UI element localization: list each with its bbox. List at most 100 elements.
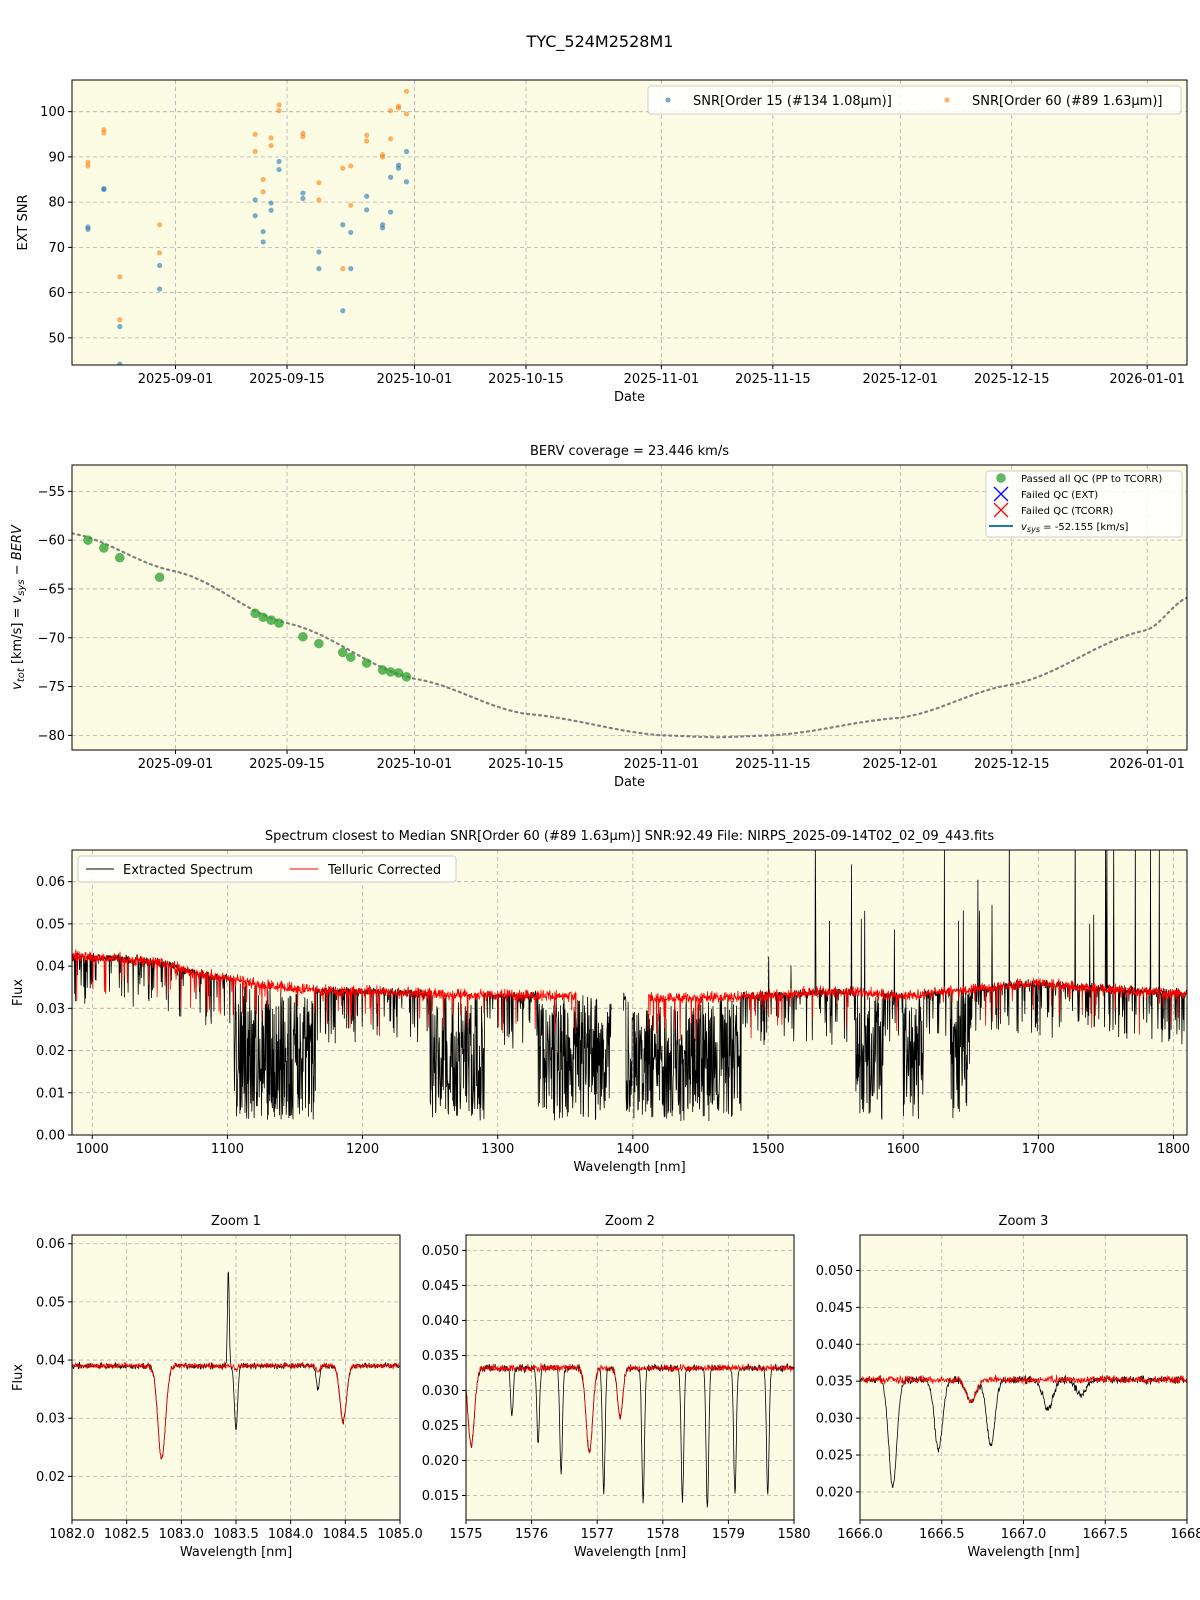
- snr-order15-point: [276, 158, 282, 165]
- snr-order60-point: [85, 163, 91, 169]
- legend-box: [647, 85, 1182, 115]
- snr-order15-point: [117, 361, 123, 365]
- legend-label-failed-tcorr: Failed QC (TCORR): [1021, 506, 1113, 517]
- snr-order15-point: [387, 209, 394, 215]
- x-tick-label: 1300: [481, 1142, 514, 1157]
- snr-order60-point: [380, 154, 386, 160]
- y-tick-label: 0.03: [36, 1002, 65, 1017]
- telluric-corrected-line: [466, 1363, 794, 1455]
- y-axis-label-part: − BERV: [10, 524, 25, 579]
- snr-order60-point: [403, 88, 410, 94]
- axes-frame: [71, 1234, 401, 1521]
- legend-label-passed: Passed all QC (PP to TCORR): [1021, 474, 1162, 485]
- snr-order15-point: [276, 166, 282, 173]
- passed-qc-point: [393, 668, 404, 678]
- snr-order60-point: [85, 159, 91, 165]
- plot-area: [466, 1235, 794, 1520]
- legend-label-extracted: Extracted Spectrum: [123, 863, 253, 878]
- y-tick-label: 70: [48, 241, 65, 256]
- passed-qc-point: [114, 552, 125, 563]
- y-tick-label: 0.01: [36, 1086, 65, 1101]
- y-tick-label: 90: [48, 150, 65, 165]
- legend-label-order15: SNR[Order 15 (#134 1.08μm)]: [693, 94, 892, 109]
- x-tick-label: 2026-01-01: [1109, 372, 1185, 387]
- y-tick-label: 0.05: [36, 917, 65, 932]
- y-axis-label: vtot [km/s] = vsys − BERV: [10, 524, 27, 690]
- x-tick-label: 1576: [515, 1527, 548, 1542]
- x-tick-label: 1578: [646, 1527, 679, 1542]
- x-tick-label: 1082.0: [49, 1527, 95, 1542]
- snr-order60-point: [117, 274, 123, 280]
- y-tick-label: 0.050: [816, 1264, 853, 1279]
- y-tick-label: 0.04: [36, 960, 65, 975]
- x-tick-label: 1577: [581, 1527, 614, 1542]
- snr-order60-point: [276, 102, 282, 108]
- figure-title: TYC_524M2528M1: [526, 32, 674, 52]
- passed-qc-point: [377, 665, 388, 675]
- snr-order60-point: [348, 202, 354, 208]
- snr-order60-point: [316, 197, 322, 203]
- y-axis-label: Flux: [11, 1364, 26, 1391]
- x-tick-label: 1667.5: [1083, 1527, 1129, 1542]
- points-group: [85, 88, 410, 365]
- telluric-corrected-line: [72, 949, 1187, 1042]
- y-tick-label: 0.025: [422, 1419, 459, 1434]
- snr-order15-point: [387, 174, 394, 180]
- snr-order60-point: [101, 130, 107, 136]
- y-tick-label: 0.02: [36, 1470, 65, 1485]
- vsys-sub: sys: [1027, 525, 1040, 534]
- passed-qc-point: [250, 608, 260, 619]
- legend-marker-failed-tcorr: [993, 502, 1009, 518]
- snr-order15-point: [348, 266, 354, 272]
- x-axis-label: Date: [614, 390, 645, 405]
- passed-qc-point: [345, 652, 356, 663]
- y-tick-label: 0.015: [422, 1489, 459, 1504]
- x-tick-label: 2025-11-15: [735, 757, 811, 772]
- x-tick-label: 1500: [751, 1142, 784, 1157]
- y-tick-label: 0.02: [36, 1044, 65, 1059]
- plot-area: [72, 80, 1187, 365]
- legend-label-telluric: Telluric Corrected: [327, 863, 441, 878]
- y-tick-label: 0.03: [36, 1412, 65, 1427]
- snr-order15-point: [316, 266, 322, 272]
- x-axis-label: Wavelength [nm]: [574, 1545, 686, 1560]
- snr-order15-point: [260, 239, 266, 245]
- snr-order15-point: [300, 190, 306, 196]
- snr-order60-point: [117, 317, 123, 323]
- zoom1-chart: 1082.0 1082.5 1083.0 1083.5 1084.0 1084.5 1085…: [11, 1214, 423, 1560]
- x-tick-label: 2025-09-15: [249, 757, 325, 772]
- y-axis-label-part: sys: [16, 579, 27, 595]
- axes-frame: [71, 464, 1188, 751]
- chart-title: Zoom 2: [605, 1214, 655, 1229]
- passed-qc-point: [298, 631, 308, 642]
- series-group: [72, 850, 1187, 1122]
- x-tick-label: 2025-09-01: [138, 372, 214, 387]
- x-tick-label: 2025-12-01: [863, 372, 939, 387]
- y-tick-label: −70: [38, 631, 65, 646]
- snr-order60-point: [340, 266, 346, 272]
- y-tick-label: 80: [48, 196, 65, 211]
- snr-order60-point: [340, 165, 346, 171]
- snr-order15-point: [364, 193, 370, 199]
- snr-order60-point: [403, 111, 410, 117]
- x-tick-label: 2025-09-15: [249, 372, 325, 387]
- snr-order60-point: [395, 105, 402, 111]
- passed-qc-point: [385, 667, 396, 677]
- y-tick-label: 0.06: [36, 1237, 65, 1252]
- y-tick-label: 0.030: [816, 1412, 853, 1427]
- y-tick-label: −65: [38, 582, 65, 597]
- snr-order15-point: [348, 229, 354, 236]
- x-tick-label: 1000: [76, 1142, 109, 1157]
- y-tick-label: 0.035: [422, 1349, 459, 1364]
- passed-qc-point: [83, 535, 93, 545]
- x-tick-label: 1083.0: [159, 1527, 205, 1542]
- x-tick-label: 1082.5: [104, 1527, 150, 1542]
- passed-qc-point: [401, 671, 412, 682]
- snr-order60-point: [252, 148, 258, 155]
- snr-order60-point: [157, 250, 163, 256]
- x-tick-label: 2025-12-01: [863, 757, 939, 772]
- legend: SNR[Order 15 (#134 1.08μm)] SNR[Order 60 …: [647, 85, 1182, 115]
- snr-order60-point: [252, 131, 258, 137]
- x-tick-label: 1666.5: [919, 1527, 965, 1542]
